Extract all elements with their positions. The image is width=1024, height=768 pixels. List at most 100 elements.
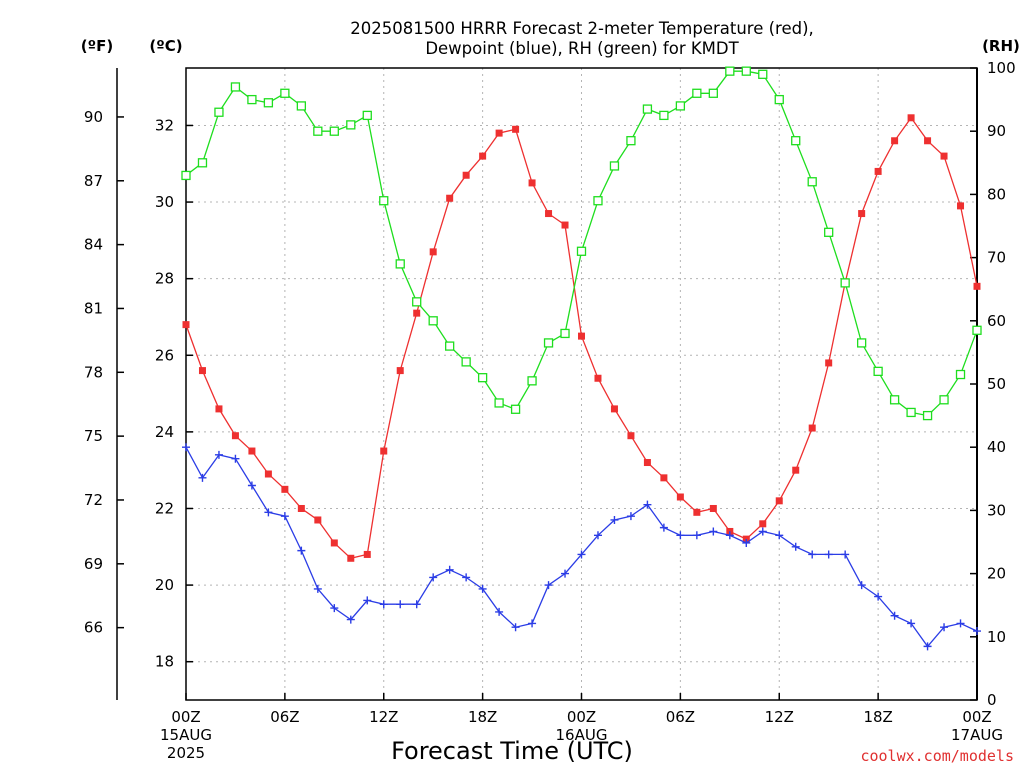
temperature-point — [874, 167, 882, 175]
rh-point — [725, 66, 735, 76]
plot-frame — [185, 67, 978, 701]
x-tick-label: 12Z — [369, 708, 398, 726]
rh-tick-label: 50 — [987, 375, 1006, 393]
temperature-point — [446, 194, 454, 202]
rh-point — [280, 88, 290, 98]
rh-point — [313, 126, 323, 136]
dewpoint-point — [923, 642, 932, 651]
dewpoint-point — [808, 550, 817, 559]
rh-point — [560, 328, 570, 339]
temperature-point — [561, 221, 569, 229]
temperature-point — [380, 447, 388, 455]
temperature-point — [545, 210, 553, 218]
dewpoint-point — [692, 531, 701, 540]
temperature-series — [182, 114, 981, 562]
rh-tick-label: 0 — [987, 691, 997, 709]
x-tick-label: 12Z — [765, 708, 794, 726]
rh-tick-label: 30 — [987, 501, 1006, 519]
dewpoint-point — [544, 581, 553, 590]
dewpoint-point — [379, 600, 388, 609]
temperature-point — [643, 459, 651, 467]
rh-unit-label: (RH) — [982, 37, 1020, 55]
temperature-point — [347, 554, 355, 562]
rh-point — [609, 161, 620, 171]
rh-point — [379, 196, 389, 206]
rh-tick-label: 40 — [987, 438, 1006, 456]
rh-point — [642, 104, 653, 114]
temperature-point — [413, 309, 421, 317]
dewpoint-point — [593, 531, 602, 540]
temperature-point — [297, 504, 305, 512]
temperature-point — [924, 137, 932, 145]
temperature-point — [610, 405, 618, 413]
axis-layer: 18 20 22 24 26 28 30 32 66 69 72 75 78 81 84 87 90 0 10 20 3… — [84, 59, 1016, 762]
x-tick-label: 00Z — [567, 708, 596, 726]
temperature-point — [215, 405, 223, 413]
rh-point — [889, 395, 900, 405]
x-tick-label: 06Z — [666, 708, 695, 726]
rh-point — [543, 338, 554, 348]
temperature-point — [907, 114, 915, 122]
dewpoint-point — [626, 512, 635, 521]
x-tick-label: 06Z — [270, 708, 299, 726]
fahrenheit-unit-label: (ºF) — [81, 37, 113, 55]
rh-point — [692, 88, 702, 98]
dewpoint-point — [841, 550, 850, 559]
rh-point — [856, 338, 867, 348]
fahrenheit-tick-label: 81 — [84, 299, 103, 317]
temperature-point — [676, 493, 684, 501]
temperature-point — [231, 432, 239, 440]
rh-point — [428, 316, 438, 326]
temperature-point — [660, 474, 668, 482]
dewpoint-point — [214, 450, 223, 459]
rh-point — [758, 69, 768, 79]
temperature-point — [528, 179, 536, 187]
dewpoint-point — [280, 512, 289, 521]
fahrenheit-tick-label: 72 — [84, 491, 103, 509]
dewpoint-series — [182, 443, 981, 651]
series-layer — [181, 66, 982, 651]
celsius-tick-label: 32 — [155, 116, 174, 134]
celsius-unit-label: (ºC) — [149, 37, 182, 55]
x-tick-label: 16AUG — [556, 726, 608, 744]
rh-point — [445, 341, 455, 351]
rh-point — [675, 101, 686, 111]
rh-point — [214, 107, 224, 117]
rh-point — [593, 196, 603, 206]
rh-point — [494, 398, 504, 408]
temperature-point — [578, 332, 585, 340]
x-tick-label: 2025 — [167, 744, 205, 762]
rh-point — [329, 126, 339, 136]
temperature-point — [792, 466, 800, 474]
dewpoint-point — [198, 473, 207, 482]
rh-point — [807, 177, 817, 187]
rh-point — [197, 158, 208, 168]
dewpoint-point — [313, 584, 322, 593]
dewpoint-point — [445, 565, 454, 574]
rh-point — [906, 407, 916, 418]
temperature-point — [891, 137, 899, 145]
rh-point — [362, 110, 372, 121]
temperature-point — [396, 367, 404, 375]
credit-link[interactable]: coolwx.com/models — [860, 747, 1014, 765]
x-tick-label: 15AUG — [160, 726, 212, 744]
rh-point — [741, 66, 751, 76]
rh-point — [247, 94, 257, 105]
celsius-tick-label: 24 — [155, 423, 174, 441]
fahrenheit-tick-label: 90 — [84, 108, 103, 126]
dewpoint-point — [396, 600, 405, 609]
celsius-tick-label: 18 — [155, 653, 174, 671]
x-tick-label: 18Z — [468, 708, 497, 726]
dewpoint-point — [495, 607, 504, 616]
rh-tick-label: 60 — [987, 312, 1006, 330]
rh-point — [296, 101, 307, 111]
rh-point — [972, 325, 982, 335]
temperature-point — [182, 321, 190, 329]
rh-point — [791, 136, 801, 146]
temperature-point — [957, 202, 965, 210]
dewpoint-point — [182, 443, 190, 452]
temperature-point — [693, 508, 701, 516]
fahrenheit-tick-label: 84 — [84, 236, 103, 254]
dewpoint-point — [264, 508, 273, 517]
dewpoint-point — [791, 542, 800, 551]
